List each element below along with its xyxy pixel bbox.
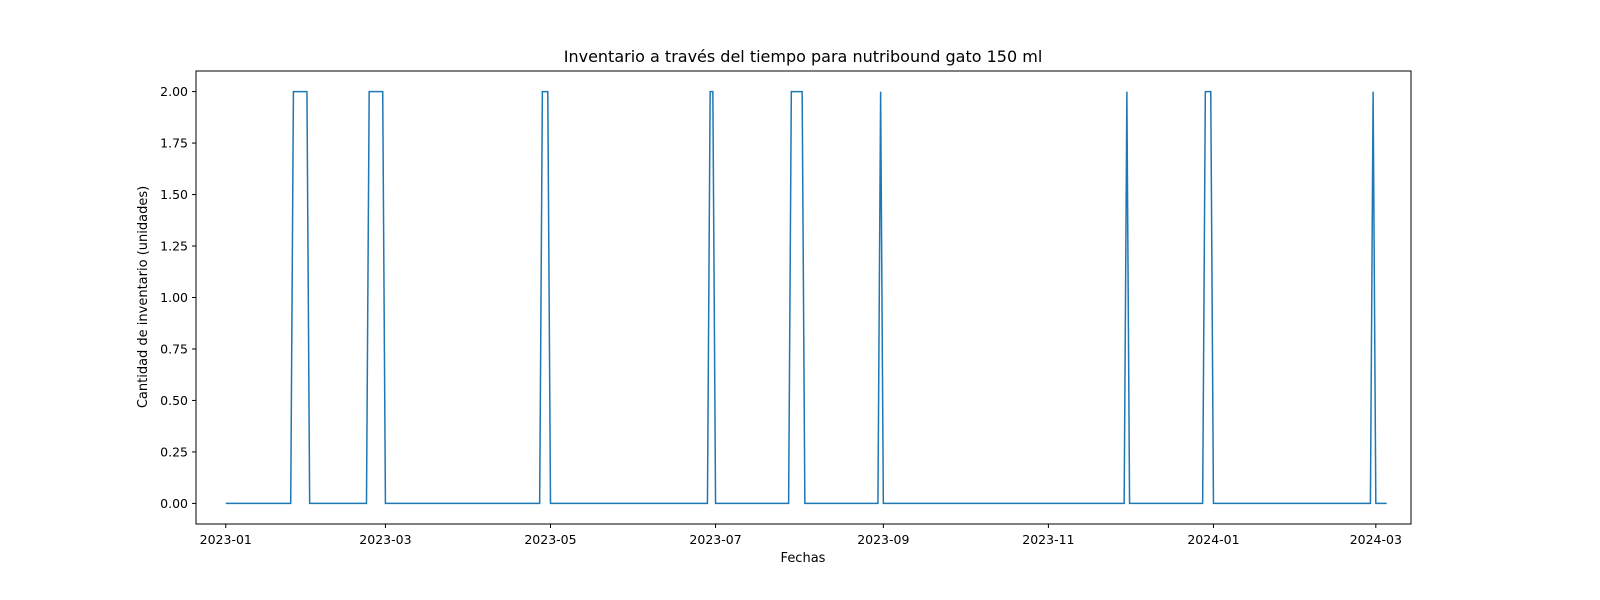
series-line-inventory <box>225 90 1387 505</box>
y-tick-label: 0.25 <box>160 444 188 459</box>
x-tick-label: 2023-07 <box>689 532 741 547</box>
x-axis-label: Fechas <box>781 551 826 566</box>
chart-title: Inventario a través del tiempo para nutr… <box>564 47 1043 66</box>
x-tick-label: 2024-01 <box>1187 532 1239 547</box>
x-tick-label: 2023-09 <box>857 532 909 547</box>
y-tick-label: 1.00 <box>160 290 188 305</box>
y-tick-label: 2.00 <box>160 84 188 99</box>
y-tick-label: 1.75 <box>160 136 188 151</box>
y-tick-label: 0.75 <box>160 341 188 356</box>
y-axis: 0.00 0.25 0.50 0.75 1.00 1.25 1.50 1.75 2.00 <box>160 84 196 511</box>
y-tick-label: 0.50 <box>160 393 188 408</box>
x-axis: 2023-01 2023-03 2023-05 2023-07 2023-09 2023-… <box>200 524 1402 547</box>
x-tick-label: 2023-05 <box>524 532 576 547</box>
x-tick-label: 2023-03 <box>359 532 411 547</box>
y-axis-label: Cantidad de inventario (unidades) <box>136 186 151 408</box>
y-tick-label: 1.25 <box>160 239 188 254</box>
y-tick-label: 0.00 <box>160 496 188 511</box>
x-tick-label: 2023-11 <box>1022 532 1074 547</box>
x-tick-label: 2023-01 <box>200 532 252 547</box>
x-tick-label: 2024-03 <box>1350 532 1402 547</box>
y-tick-label: 1.50 <box>160 187 188 202</box>
